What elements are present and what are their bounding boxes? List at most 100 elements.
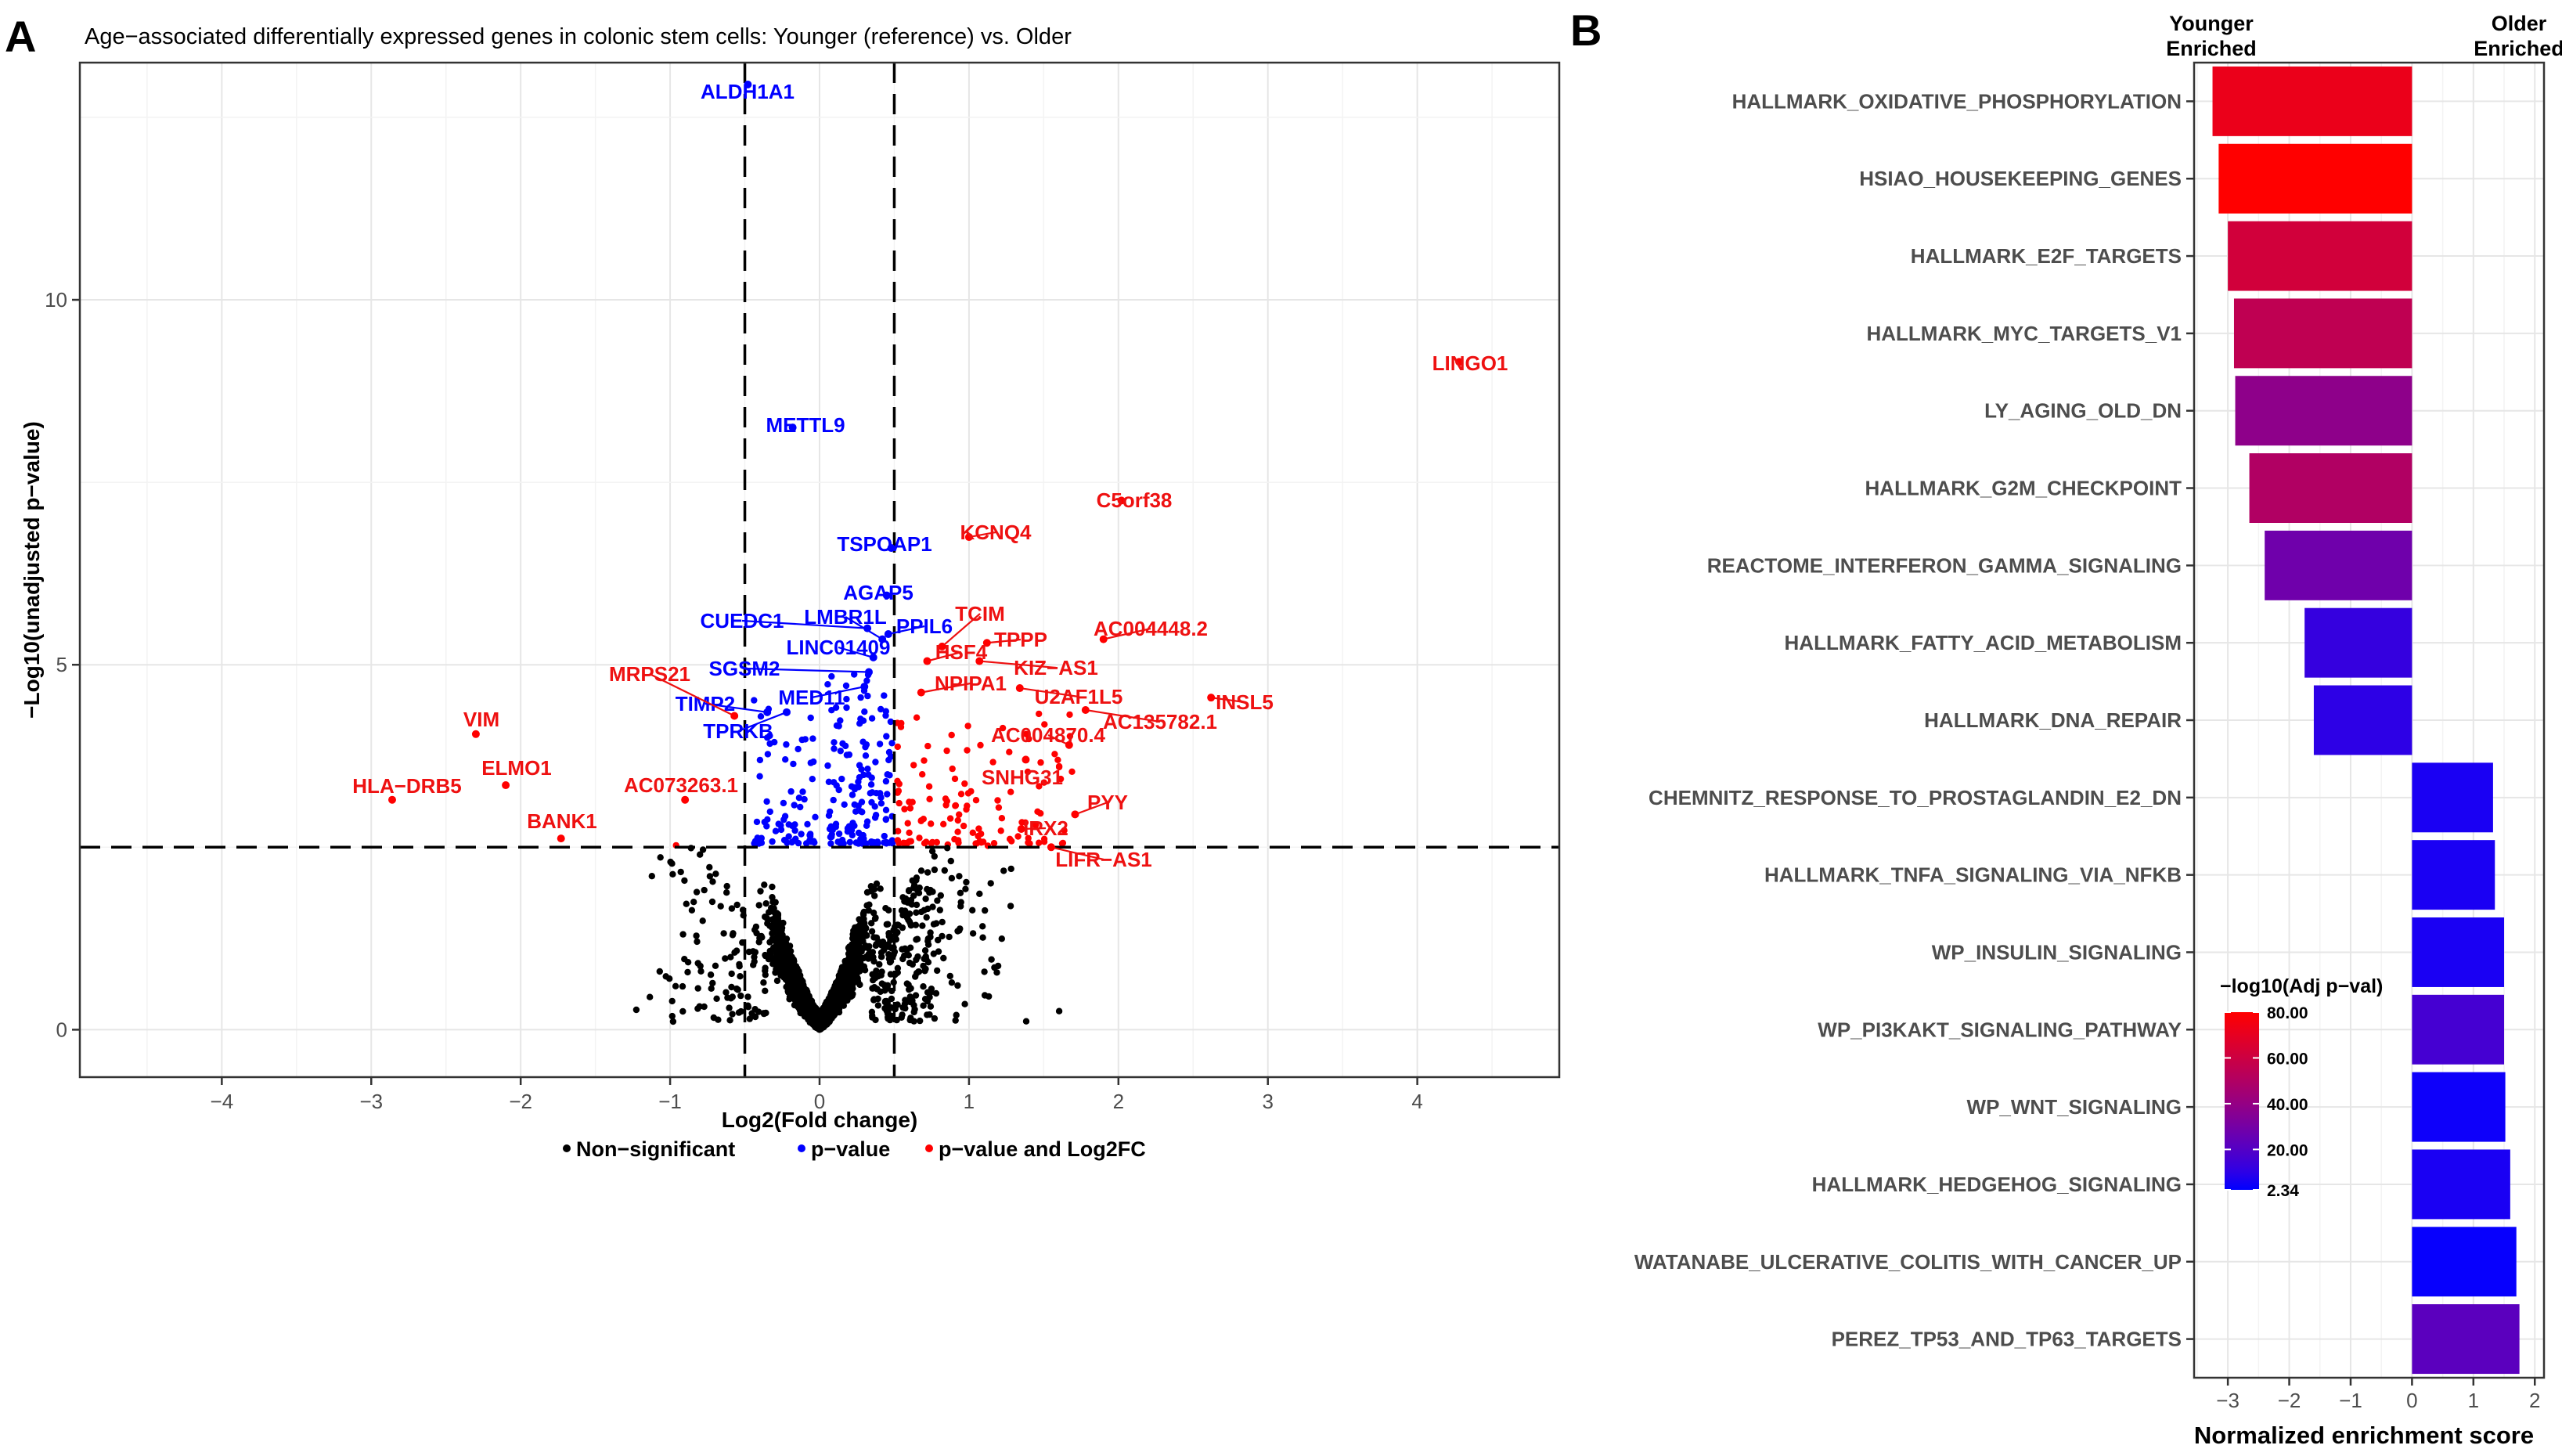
gsea-bars xyxy=(2212,66,2520,1375)
gene-label: VIM xyxy=(463,708,499,731)
background-point xyxy=(722,955,729,962)
gene-point xyxy=(1117,496,1126,505)
background-point xyxy=(726,1017,733,1024)
x-tick-label: −1 xyxy=(658,1090,682,1113)
background-point xyxy=(978,831,985,838)
background-point xyxy=(872,759,879,766)
background-point xyxy=(786,957,793,964)
background-point xyxy=(835,1000,843,1008)
background-point xyxy=(876,741,884,748)
background-point xyxy=(727,953,734,960)
background-point xyxy=(1054,756,1061,763)
background-point xyxy=(957,791,965,798)
background-point xyxy=(751,1006,759,1013)
background-point xyxy=(883,921,891,928)
background-point xyxy=(683,900,690,907)
background-point xyxy=(885,906,892,914)
background-point xyxy=(888,995,895,1003)
background-point xyxy=(778,971,785,978)
background-point xyxy=(790,760,797,768)
background-point xyxy=(901,805,908,813)
background-point xyxy=(688,906,696,914)
background-point xyxy=(868,715,876,722)
background-point xyxy=(710,1014,717,1022)
background-point xyxy=(812,813,819,821)
background-point xyxy=(915,968,923,975)
x-tick-label: 2 xyxy=(2529,1389,2540,1412)
background-point xyxy=(931,866,939,874)
gene-point xyxy=(557,834,565,843)
background-point xyxy=(909,798,916,805)
background-point xyxy=(901,839,908,847)
background-point xyxy=(871,814,879,821)
background-point xyxy=(874,995,881,1003)
background-point xyxy=(857,715,864,723)
background-point xyxy=(917,908,925,916)
background-point xyxy=(723,889,730,896)
background-point xyxy=(981,968,988,975)
background-point xyxy=(997,827,1004,834)
background-point xyxy=(906,887,913,894)
background-point xyxy=(968,787,975,795)
background-point xyxy=(835,786,842,794)
background-point xyxy=(1008,838,1015,845)
background-point xyxy=(859,928,866,935)
background-point xyxy=(877,988,885,996)
gene-label: AC135782.1 xyxy=(1103,710,1217,733)
background-point xyxy=(733,947,740,954)
background-point xyxy=(1024,768,1032,776)
background-point xyxy=(989,759,996,766)
background-point xyxy=(751,838,759,845)
gene-point xyxy=(887,544,895,553)
gene-set-label: HALLMARK_MYC_TARGETS_V1 xyxy=(1866,322,2182,345)
background-point xyxy=(913,909,920,917)
background-point xyxy=(873,934,881,942)
background-point xyxy=(795,795,803,802)
background-point xyxy=(870,953,877,961)
background-point xyxy=(668,997,676,1005)
background-point xyxy=(853,940,860,947)
volcano-x-axis-label: Log2(Fold change) xyxy=(722,1108,917,1132)
background-point xyxy=(816,1024,824,1031)
gene-set-label: PEREZ_TP53_AND_TP63_TARGETS xyxy=(1832,1328,2182,1351)
background-point xyxy=(780,799,787,807)
background-point xyxy=(824,681,831,688)
gene-label-connector xyxy=(737,711,787,733)
gene-point xyxy=(1071,810,1079,819)
legend-swatch-nonsig xyxy=(563,1144,571,1152)
background-point xyxy=(849,791,856,798)
background-point xyxy=(764,751,772,758)
background-point xyxy=(756,773,763,780)
background-point xyxy=(947,857,955,865)
background-point xyxy=(914,953,921,960)
enrichment-bar xyxy=(2412,1149,2510,1220)
gene-label: METTL9 xyxy=(766,413,845,437)
background-point xyxy=(766,808,773,816)
enrichment-bar xyxy=(2313,685,2412,755)
background-point xyxy=(824,762,831,769)
panel-a-letter: A xyxy=(5,12,36,61)
background-point xyxy=(961,780,968,787)
gene-label: TCIM xyxy=(955,602,1005,625)
background-point xyxy=(916,884,923,892)
background-point xyxy=(799,981,807,989)
gene-set-label: HALLMARK_TNFA_SIGNALING_VIA_NFKB xyxy=(1764,863,2182,887)
background-point xyxy=(882,712,889,719)
gene-label-connector xyxy=(1085,708,1161,723)
gene-label: NPIPA1 xyxy=(935,672,1007,695)
gene-label: LMBR1L xyxy=(804,605,887,629)
background-point xyxy=(717,903,724,910)
background-point xyxy=(906,838,913,845)
background-point xyxy=(949,765,956,773)
volcano-axes: −4 −3 −2 −1 0 1 2 3 4 0 5 10 xyxy=(45,288,1423,1113)
background-point xyxy=(941,867,949,874)
background-point xyxy=(867,781,875,788)
background-point xyxy=(1037,759,1044,766)
gene-point xyxy=(863,624,872,632)
volcano-legend: Non−significant p−value p−value and Log2… xyxy=(563,1137,1146,1161)
gsea-color-legend: −log10(Adj p−val) 2.34 20.00 40.00 60.00 80.0… xyxy=(2220,975,2383,1200)
background-point xyxy=(712,962,719,970)
gene-point xyxy=(1015,684,1024,693)
background-point xyxy=(924,938,931,945)
background-point xyxy=(667,858,674,866)
